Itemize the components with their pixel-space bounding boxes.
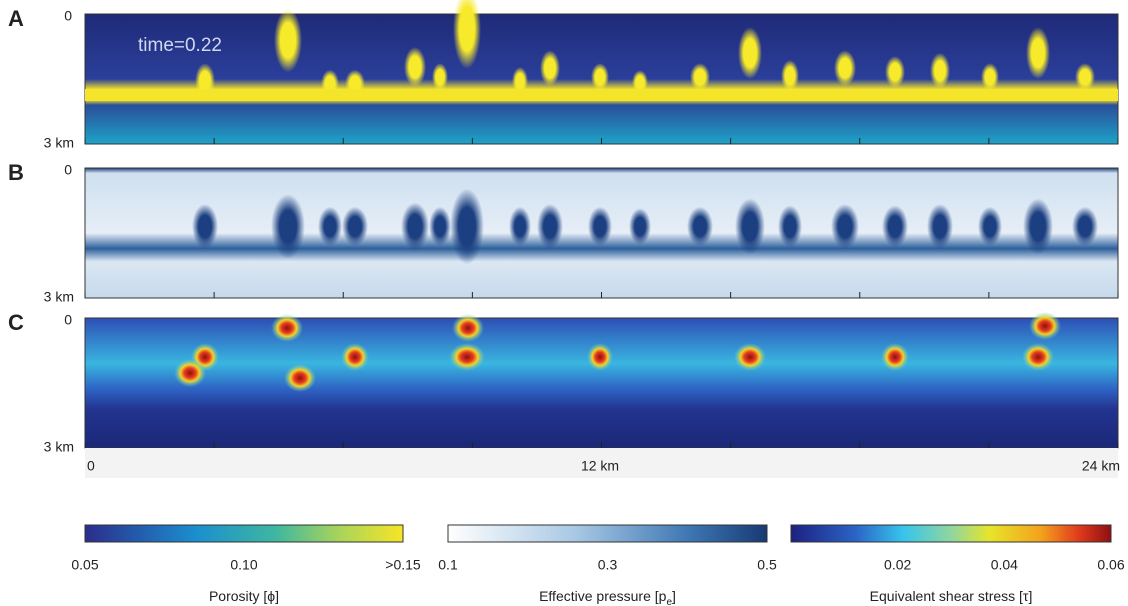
plume: [981, 63, 999, 92]
hotspot: [1022, 343, 1054, 371]
colorbar-title: Effective pressure [pe]: [539, 588, 676, 606]
blob: [509, 206, 531, 247]
plume: [738, 27, 762, 79]
colorbar: 0.05 0.10 >0.15 Porosity [ϕ]: [71, 524, 421, 604]
title-part: Effective pressure [p: [539, 588, 667, 604]
x-tick-label: 24 km: [1082, 458, 1120, 474]
plume: [274, 8, 302, 73]
blob: [1072, 206, 1098, 247]
hotspot: [734, 343, 766, 371]
colorbar-tick-label: 0.10: [230, 557, 257, 573]
title-part: Equivalent shear stress [τ]: [870, 588, 1033, 604]
colorbar-title: Equivalent shear stress [τ]: [870, 588, 1033, 604]
depth-bottom: 3 km: [44, 439, 74, 455]
plume: [885, 56, 905, 88]
plume: [540, 50, 560, 87]
panels: A 0 3 km time=0.22 B 0 3 km C 0 3 km: [8, 0, 1119, 455]
depth-top: 0: [64, 162, 72, 178]
colorbar: 0.02 0.04 0.06 Equivalent shear stress [τ]: [790, 524, 1125, 604]
colorbar-tick-label: 0.02: [884, 557, 911, 573]
hotspot: [174, 359, 206, 387]
colorbar-tick-label: 0.5: [757, 557, 777, 573]
colorbar-tick-label: >0.15: [385, 557, 421, 573]
hotspot: [341, 343, 369, 371]
hotspot: [449, 343, 485, 371]
blob: [271, 194, 305, 259]
panel: C 0 3 km: [8, 310, 1119, 455]
plume: [781, 59, 799, 92]
title-part: ]: [672, 588, 676, 604]
blob: [831, 203, 859, 250]
hotspot: [587, 343, 613, 371]
blob: [537, 203, 563, 250]
time-annotation: time=0.22: [138, 35, 222, 56]
blob: [1023, 198, 1053, 255]
hotspot: [1029, 312, 1061, 340]
blob: [588, 206, 612, 247]
blob: [429, 206, 451, 247]
depth-top: 0: [64, 312, 72, 328]
blob: [978, 206, 1002, 247]
panel: B 0 3 km: [8, 160, 1119, 305]
blob: [342, 206, 368, 247]
plume: [453, 0, 481, 69]
blob: [629, 208, 651, 245]
plume: [834, 50, 856, 87]
colorbars: 0.05 0.10 >0.15 Porosity [ϕ] 0.1 0.3 0.5 Effect…: [71, 524, 1125, 606]
colorbar-tick-label: 0.04: [991, 557, 1018, 573]
depth-bottom: 3 km: [44, 135, 74, 151]
depth-top: 0: [64, 8, 72, 24]
axis-strip: [85, 448, 1118, 478]
colorbar-title: Porosity [ϕ]: [209, 588, 279, 604]
plume: [1075, 63, 1095, 92]
colorbar-tick-label: 0.3: [598, 557, 618, 573]
blob: [450, 188, 484, 265]
plume: [432, 63, 448, 92]
blob: [687, 206, 713, 247]
x-tick-label: 0: [87, 458, 95, 474]
blob: [318, 206, 342, 247]
blob: [401, 202, 429, 251]
colorbar-tick-label: 0.1: [438, 557, 458, 573]
colorbar-gradient: [790, 524, 1112, 543]
plume: [591, 63, 609, 92]
panel-image: [84, 317, 1119, 449]
plume: [930, 52, 950, 89]
panel: A 0 3 km time=0.22: [8, 0, 1119, 151]
blob: [882, 205, 908, 248]
depth-bottom: 3 km: [44, 289, 74, 305]
panel-label: B: [8, 160, 24, 185]
hotspot: [452, 314, 484, 342]
plume: [632, 70, 648, 95]
plume: [690, 63, 710, 92]
blob: [778, 205, 802, 248]
plume: [404, 47, 426, 87]
hotspot: [881, 343, 909, 371]
plume: [1026, 27, 1050, 79]
colorbar: 0.1 0.3 0.5 Effective pressure [pe]: [438, 524, 777, 606]
blob: [192, 203, 218, 250]
title-part: e: [666, 597, 672, 606]
sediment-band: [85, 89, 1118, 101]
hotspot: [271, 314, 303, 342]
panel-label: C: [8, 310, 24, 335]
blob: [927, 203, 953, 250]
colorbar-tick-label: 0.05: [71, 557, 98, 573]
hotspot: [284, 364, 316, 392]
panel-label: A: [8, 6, 24, 31]
blob: [735, 198, 765, 255]
colorbar-gradient: [447, 524, 768, 543]
x-axis: 0 12 km 24 km: [85, 448, 1120, 478]
colorbar-gradient: [84, 524, 404, 543]
title-part: Porosity [ϕ]: [209, 588, 279, 604]
x-tick-label: 12 km: [581, 458, 619, 474]
plume: [512, 67, 528, 95]
colorbar-tick-label: 0.06: [1097, 557, 1124, 573]
